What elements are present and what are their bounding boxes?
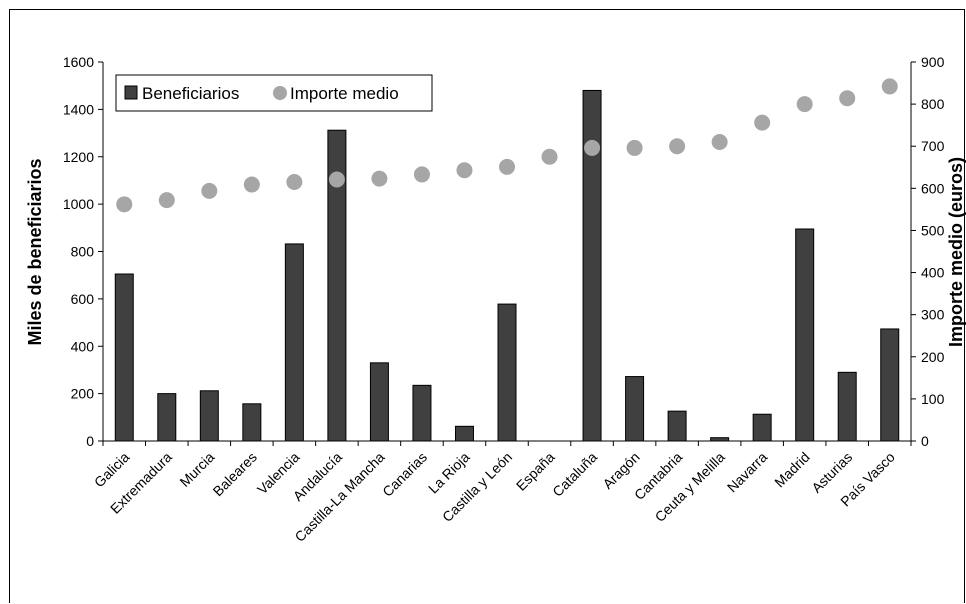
left-axis-ticks: 0 200 400 600 800 1000 1200 1400 1600 xyxy=(63,54,103,449)
bar-pa-s-vasco xyxy=(880,328,900,442)
point-espa-a xyxy=(541,148,558,165)
point-la-rioja xyxy=(456,162,473,179)
right-tick-label: 0 xyxy=(921,433,929,449)
right-tick-label: 400 xyxy=(921,265,945,281)
legend-point-swatch xyxy=(273,86,287,100)
legend-bar-swatch xyxy=(124,85,138,100)
legend-label-beneficiarios: Beneficiarios xyxy=(142,84,239,103)
bar-la-rioja xyxy=(454,425,474,442)
point-galicia xyxy=(116,196,133,213)
left-tick-label: 1200 xyxy=(63,149,94,165)
point-canarias xyxy=(413,166,430,183)
legend-label-importe-medio: Importe medio xyxy=(290,84,399,103)
left-tick-label: 0 xyxy=(86,433,94,449)
right-tick-label: 200 xyxy=(921,349,945,365)
point-pa-s-vasco xyxy=(881,78,898,95)
bar-canarias xyxy=(412,384,432,442)
x-tick-label: Madrid xyxy=(771,449,813,491)
bar-murcia xyxy=(199,390,219,442)
point-madrid xyxy=(796,96,813,113)
right-tick-label: 300 xyxy=(921,307,945,323)
bar-navarra xyxy=(752,413,772,442)
right-tick-label: 900 xyxy=(921,54,945,70)
point-arag-n xyxy=(626,139,643,156)
x-tick-label: Canarias xyxy=(379,449,430,500)
right-tick-label: 500 xyxy=(921,222,945,238)
right-tick-label: 100 xyxy=(921,391,945,407)
bar-asturias xyxy=(837,371,857,442)
bar-cantabria xyxy=(667,410,687,442)
x-tick-label: Baleares xyxy=(210,449,260,499)
x-tick-label: Galicia xyxy=(91,449,133,491)
bar-madrid xyxy=(795,228,815,442)
bar-ceuta-y-melilla xyxy=(710,437,730,442)
left-tick-label: 800 xyxy=(71,244,95,260)
left-tick-label: 600 xyxy=(71,291,95,307)
left-tick-label: 200 xyxy=(71,386,95,402)
legend: Beneficiarios Importe medio xyxy=(115,74,433,112)
bar-catalu-a xyxy=(582,89,602,442)
point-catalu-a xyxy=(584,139,601,156)
x-tick-label: Navarra xyxy=(724,449,771,496)
bar-galicia xyxy=(114,273,134,442)
bar-baleares xyxy=(242,403,262,442)
bar-valencia xyxy=(284,243,304,442)
point-murcia xyxy=(201,182,218,199)
point-valencia xyxy=(286,174,303,191)
point-baleares xyxy=(243,176,260,193)
left-tick-label: 1600 xyxy=(63,54,94,70)
point-extremadura xyxy=(158,192,175,209)
y2-axis-title: Importe medio (euros) xyxy=(946,157,966,347)
bar-extremadura xyxy=(157,393,177,442)
point-andaluc-a xyxy=(328,171,345,188)
point-castilla-y-le-n xyxy=(499,158,515,175)
point-asturias xyxy=(839,90,856,107)
left-tick-label: 400 xyxy=(71,338,95,354)
x-tick-label: Cataluña xyxy=(549,449,600,500)
left-tick-label: 1000 xyxy=(63,196,94,212)
bar-castilla-la-mancha xyxy=(369,362,389,442)
bar-castilla-y-le-n xyxy=(497,303,517,442)
right-tick-label: 600 xyxy=(921,180,945,196)
bar-arag-n xyxy=(625,376,645,442)
point-cantabria xyxy=(669,138,686,155)
point-castilla-la-mancha xyxy=(371,170,388,187)
left-tick-label: 1400 xyxy=(63,101,94,117)
right-tick-label: 800 xyxy=(921,96,945,112)
bar-andaluc-a xyxy=(327,129,347,442)
point-ceuta-y-melilla xyxy=(711,134,728,151)
y-axis-title: Miles de beneficiarios xyxy=(25,158,45,345)
right-axis-ticks: 0 100 200 300 400 500 600 700 800 900 xyxy=(911,54,945,449)
point-navarra xyxy=(754,114,771,131)
point-series xyxy=(116,78,898,213)
x-tick-label: Murcia xyxy=(176,449,217,490)
right-tick-label: 700 xyxy=(921,138,945,154)
bar-series xyxy=(114,89,900,442)
